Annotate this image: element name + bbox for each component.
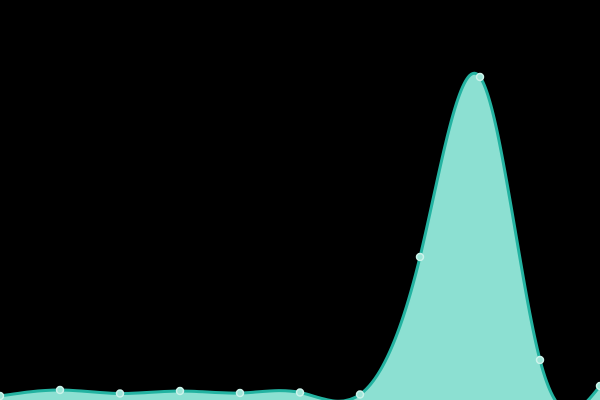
data-point-marker[interactable] — [175, 386, 185, 396]
data-point-marker[interactable] — [55, 385, 65, 395]
data-point-marker[interactable] — [595, 381, 600, 391]
data-point-marker[interactable] — [535, 355, 545, 365]
chart-area-fill — [0, 73, 600, 400]
data-point-marker[interactable] — [295, 388, 305, 397]
data-point-marker[interactable] — [355, 390, 365, 399]
data-point-marker[interactable] — [115, 389, 125, 398]
data-point-marker[interactable] — [235, 388, 245, 398]
chart-markers — [0, 72, 600, 400]
data-point-marker[interactable] — [475, 72, 485, 82]
data-point-marker[interactable] — [0, 391, 5, 400]
data-point-marker[interactable] — [415, 252, 425, 262]
